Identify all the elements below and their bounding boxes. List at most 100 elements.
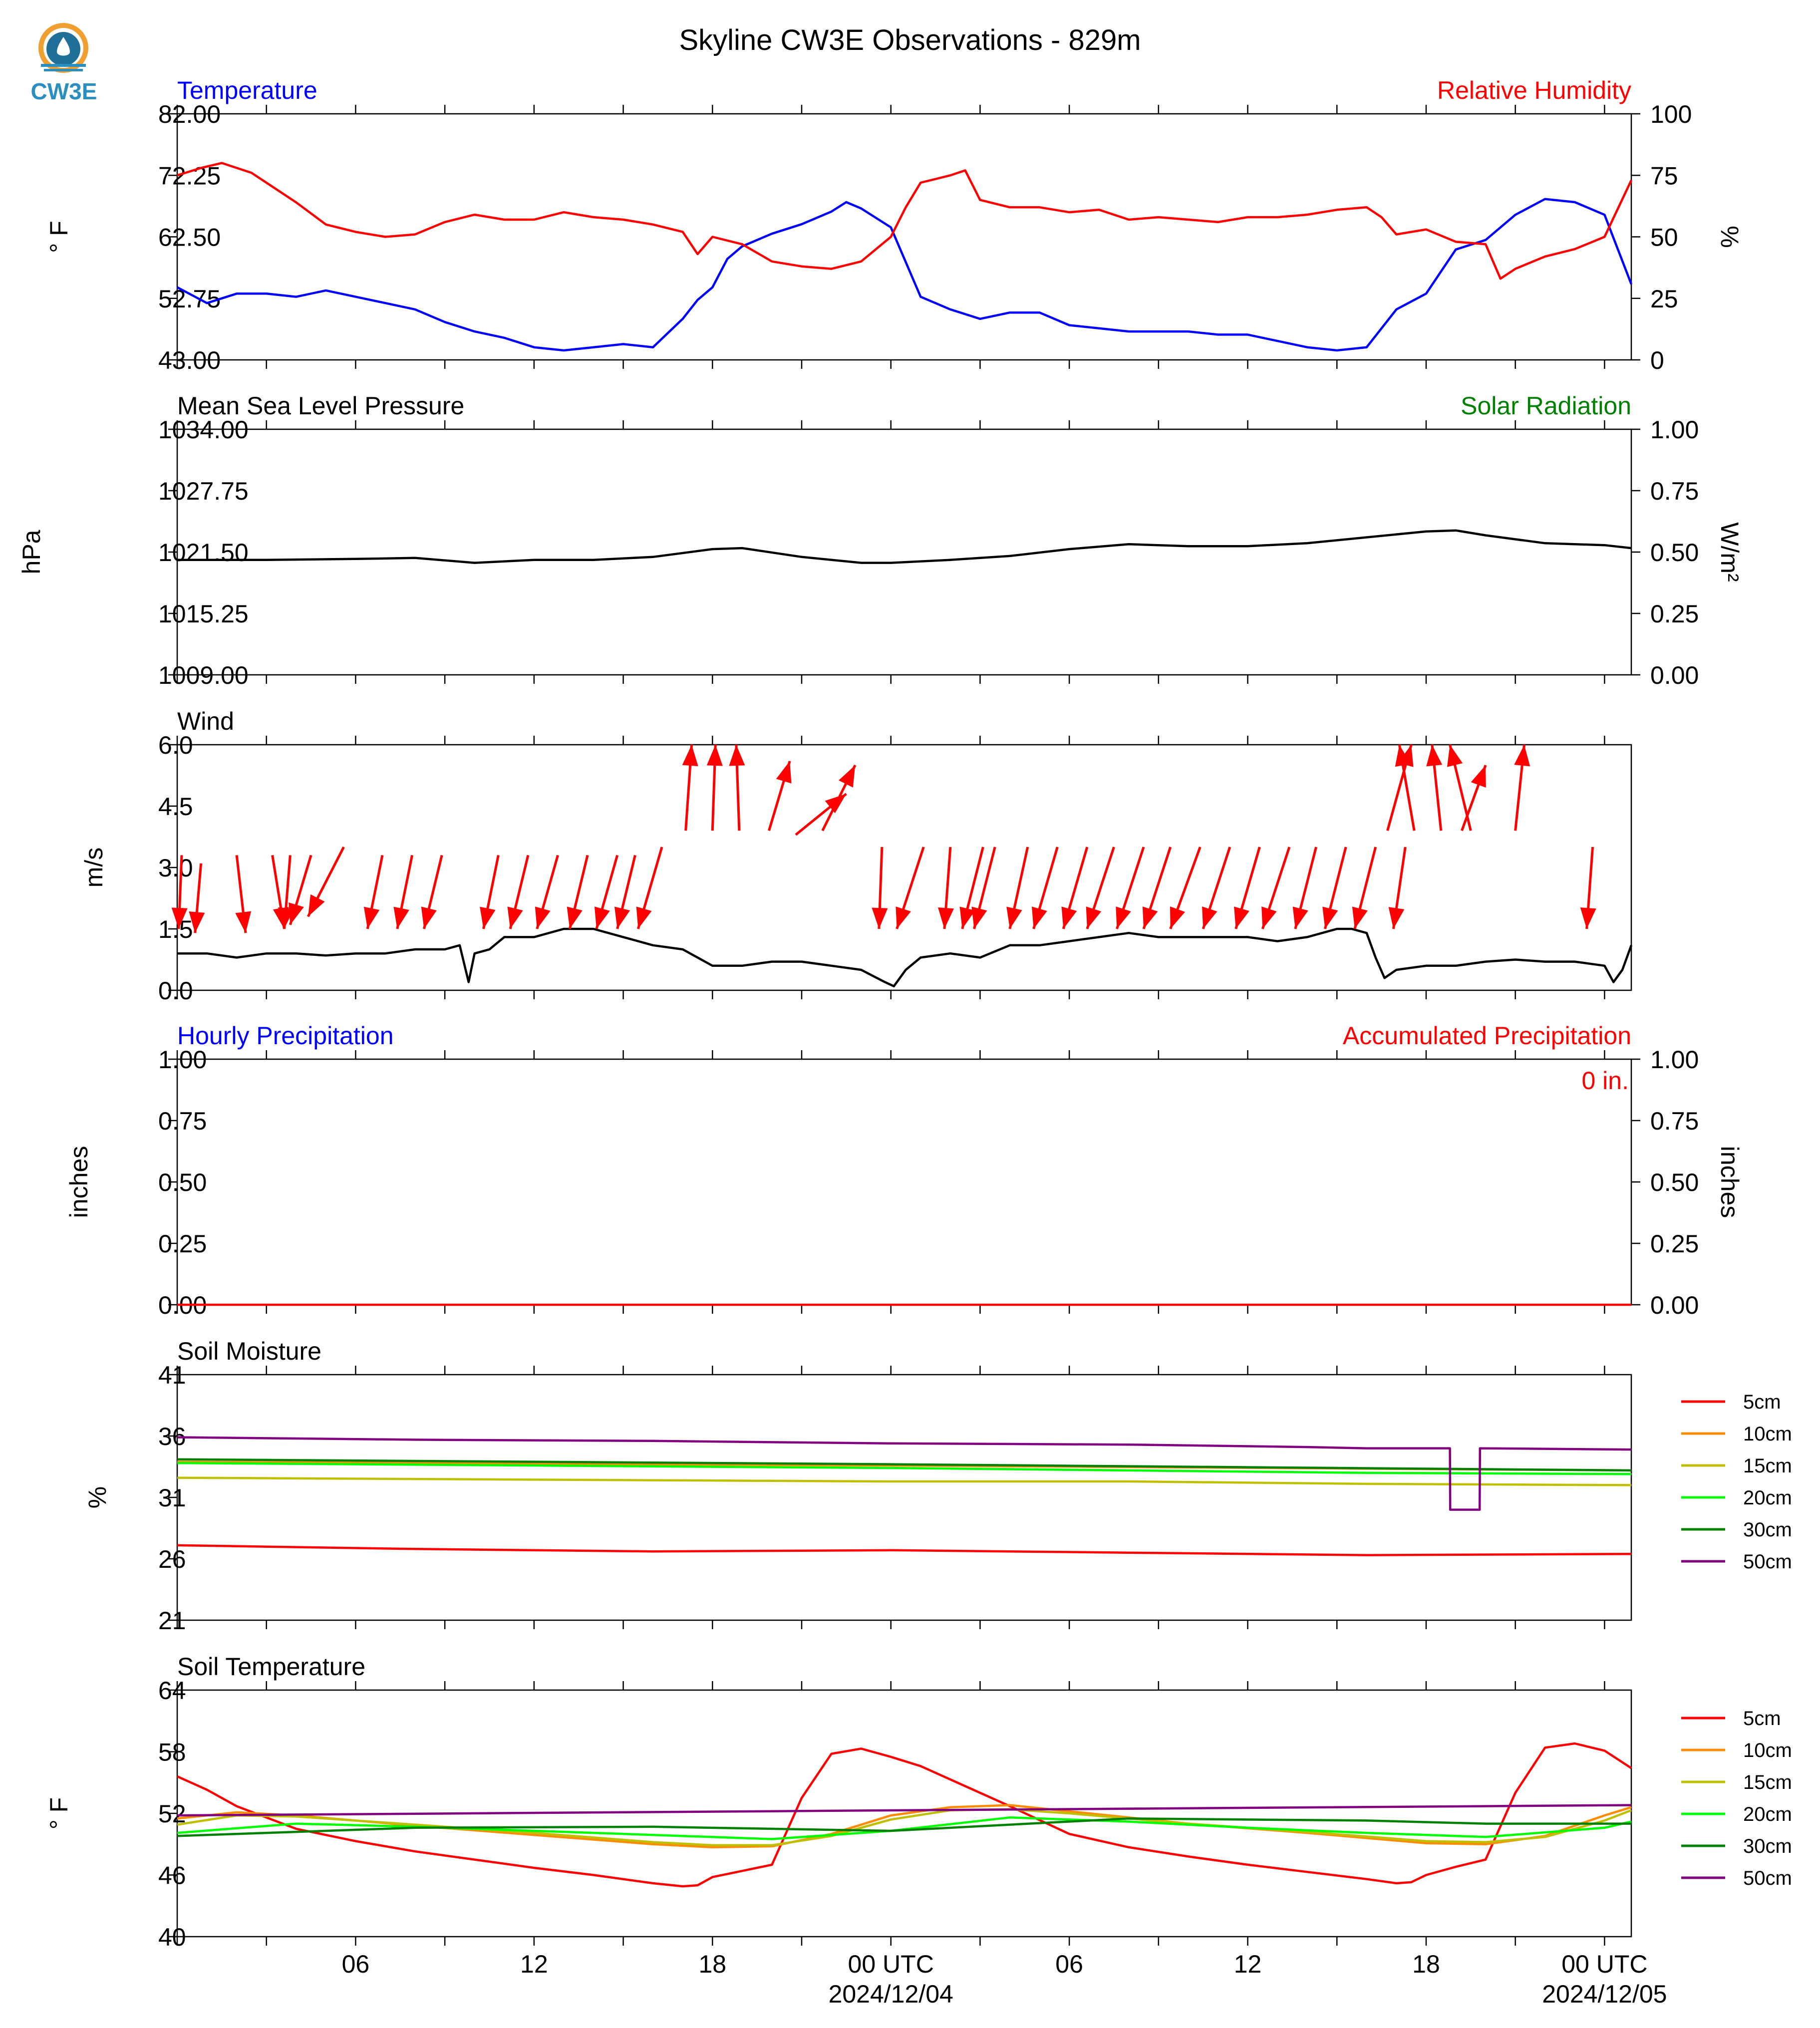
panel-6-legend-label: 50cm (1743, 1867, 1792, 1889)
panel-1-title-left: Temperature (177, 76, 317, 104)
panel-6-y-tick-label: 46 (158, 1862, 186, 1890)
wind-arrow-head (896, 906, 911, 929)
panel-2-y-tick-label: 1009.00 (158, 661, 249, 689)
wind-arrow-head (1086, 906, 1102, 929)
x-tick-label: 00 UTC (1561, 1950, 1647, 1978)
panel-1-ylabel: ° F (45, 221, 73, 253)
wind-arrow-head (421, 906, 437, 929)
panel-1-series-relative-humidity-line (177, 162, 1633, 280)
panel-2-y-tick-label: 1034.00 (158, 416, 249, 444)
chart-title: Skyline CW3E Observations - 829m (679, 24, 1141, 56)
wind-arrow-head (776, 761, 792, 784)
wind-arrow-head (1116, 906, 1131, 929)
panel-5-legend-label: 30cm (1743, 1519, 1792, 1541)
panel-2-y-tick-label-right: 1.00 (1650, 416, 1699, 444)
wind-arrow-head (393, 906, 409, 929)
panel-4-frame (176, 1058, 1632, 1306)
panel-5-series-20cm-line (177, 1461, 1632, 1475)
panel-1-y-tick-label: 43.00 (158, 346, 221, 374)
panel-6-legend-label: 5cm (1743, 1708, 1781, 1730)
panel-1-series-temperature-line (176, 198, 1633, 352)
panel-4-y-tick-label-right: 0.25 (1650, 1230, 1699, 1258)
wind-arrow-head (872, 907, 888, 929)
panel-6-series-50cm-line (177, 1804, 1632, 1817)
wind-arrow-head (308, 894, 325, 917)
x-tick-label: 12 (1234, 1950, 1262, 1978)
panel-4-y-tick-label-right: 0.00 (1650, 1291, 1699, 1319)
panel-2-frame (176, 428, 1632, 676)
panel-6-series-30cm-line (177, 1817, 1631, 1837)
x-tick-label: 18 (698, 1950, 726, 1978)
panel-6-legend-label: 20cm (1743, 1803, 1792, 1825)
panel-5-series-50cm-line (177, 1436, 1632, 1511)
panel-4-y-tick-label: 0.25 (158, 1230, 207, 1258)
panel-2-y-tick-label: 1015.25 (158, 600, 249, 628)
wind-arrow-head (1006, 906, 1022, 929)
panel-2-title-left: Mean Sea Level Pressure (177, 392, 464, 420)
x-date-label: 2024/12/05 (1542, 1980, 1667, 2008)
x-tick-label: 18 (1412, 1950, 1440, 1978)
wind-arrow-head (1471, 765, 1486, 788)
panel-4-annotation: 0 in. (1581, 1067, 1629, 1095)
panel-3-y-tick-label: 3.0 (158, 854, 193, 882)
panel-5-series-5cm-line (177, 1544, 1632, 1556)
wind-arrow-head (1395, 745, 1411, 767)
panel-1-y-tick-label: 52.75 (158, 285, 221, 313)
x-tick-label: 12 (520, 1950, 548, 1978)
wind-arrow-head (839, 765, 856, 788)
panel-5-y-tick-label: 41 (158, 1361, 186, 1389)
panel-1-y-tick-label: 82.00 (158, 100, 221, 128)
wind-arrow-head (1202, 906, 1217, 929)
panel-5-legend-label: 5cm (1743, 1391, 1781, 1413)
panel-2-y-tick-label: 1021.50 (158, 539, 249, 567)
wind-arrow-head (1352, 906, 1368, 929)
cw3e-logo-icon (38, 23, 88, 73)
panel-1-y-tick-label-right: 0 (1650, 346, 1664, 374)
wind-arrow-head (706, 745, 723, 766)
wind-arrow-head (1031, 906, 1047, 929)
wind-arrow-head (363, 906, 380, 929)
panel-2-y-tick-label-right: 0.25 (1650, 600, 1699, 628)
panel-5-ylabel: % (83, 1486, 111, 1508)
wind-arrow-head (189, 911, 205, 933)
panel-3-y-tick-label: 6.0 (158, 731, 193, 759)
wind-arrow-head (171, 907, 188, 929)
panel-4-ylabel-right: inches (1716, 1146, 1744, 1218)
panel-5-frame (176, 1374, 1632, 1621)
panel-4-y-tick-label: 0.50 (158, 1168, 207, 1196)
wind-arrow-head (1170, 906, 1186, 929)
panel-4-ylabel: inches (65, 1146, 93, 1218)
wind-arrow-head (614, 906, 630, 929)
panel-6-legend-label: 10cm (1743, 1739, 1792, 1761)
wind-arrow-head (567, 906, 583, 929)
panel-1-y-tick-label-right: 50 (1650, 224, 1678, 252)
wind-arrow-head (1388, 907, 1405, 929)
panel-6-y-tick-label: 40 (158, 1923, 186, 1951)
panel-6-series-5cm-line (177, 1742, 1632, 1888)
wind-arrow-head (1322, 906, 1338, 929)
panel-2-y-tick-label: 1027.75 (158, 477, 249, 505)
wind-arrow-head (535, 906, 551, 929)
wind-arrow-head (1447, 745, 1463, 767)
panel-3-series-wind-line (177, 927, 1633, 988)
wind-arrow-head (1234, 906, 1249, 929)
panel-2-series-mean-sea-level-pressure-line (177, 529, 1632, 564)
panel-5-y-tick-label: 26 (158, 1545, 186, 1573)
panel-5-series-30cm-line (177, 1458, 1632, 1472)
wind-arrow-head (636, 906, 652, 929)
panel-2-y-tick-label-right: 0.50 (1650, 539, 1699, 567)
wind-arrow-head (1142, 906, 1158, 929)
panel-5-legend-label: 20cm (1743, 1487, 1792, 1509)
panel-1-y-tick-label-right: 75 (1650, 162, 1678, 190)
panel-5-y-tick-label: 21 (158, 1607, 186, 1635)
x-date-label: 2024/12/04 (829, 1980, 953, 2008)
panel-6-series-15cm-line (177, 1808, 1632, 1847)
panel-4-y-tick-label-right: 1.00 (1650, 1046, 1699, 1074)
wind-arrow-head (729, 745, 745, 766)
wind-arrow-head (971, 906, 987, 929)
wind-arrow-head (1514, 745, 1530, 767)
panel-3-ylabel: m/s (80, 848, 108, 888)
panel-4-y-tick-label-right: 0.50 (1650, 1168, 1699, 1196)
panel-2-y-tick-label-right: 0.75 (1650, 477, 1699, 505)
panel-3-y-tick-label: 1.5 (158, 915, 193, 943)
